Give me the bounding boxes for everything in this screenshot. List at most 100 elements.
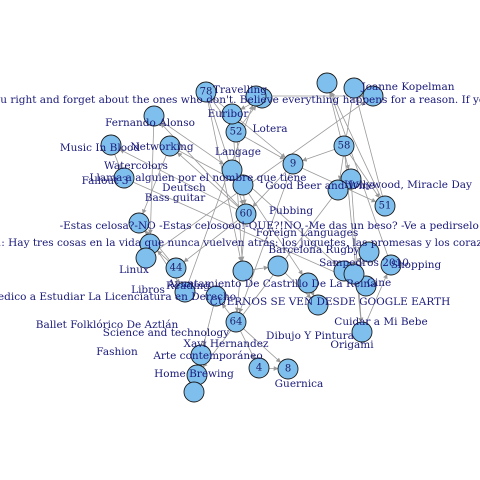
node-text-label: Guernica <box>275 378 324 390</box>
graph-edge <box>365 273 388 323</box>
graph-node: 52 <box>225 121 247 143</box>
node-text-label: Pubbing <box>269 205 313 217</box>
node-circle <box>190 344 212 366</box>
node-text-label: Fernando Alonso <box>105 117 195 129</box>
node-text-label: Fashion <box>96 346 138 358</box>
node-circle <box>221 103 243 125</box>
graph-node <box>135 247 157 269</box>
graph-node <box>221 159 243 181</box>
node-number-label: 51 <box>379 201 392 212</box>
node-circle <box>232 260 254 282</box>
node-circle <box>267 255 289 277</box>
graph-node: 78 <box>195 81 217 103</box>
node-text-label: Cine <box>367 277 391 289</box>
graph-node <box>190 344 212 366</box>
node-number-label: 58 <box>338 141 351 152</box>
node-circle <box>380 254 402 276</box>
node-number-label: 4 <box>256 363 262 374</box>
graph-edge <box>359 260 365 267</box>
node-text-label: Llama a alguien por el nombre que tiene <box>90 172 307 184</box>
node-text-label: CUERNOS SE VEN DESDE GOOGLE EARTH <box>210 296 451 308</box>
graph-edge <box>202 305 214 346</box>
graph-node: 44 <box>165 257 187 279</box>
node-circle <box>362 85 384 107</box>
graph-edge <box>161 121 225 165</box>
node-text-label: Shopping <box>391 259 442 271</box>
node-circle <box>358 241 380 263</box>
node-number-label: 64 <box>230 317 243 328</box>
graph-edge <box>238 173 290 314</box>
graph-node <box>245 85 267 107</box>
graph-node <box>113 167 135 189</box>
graph-edge <box>252 171 287 208</box>
node-circle <box>282 153 304 175</box>
node-circle <box>245 85 267 107</box>
node-text-label: Fallout 3 <box>82 175 129 187</box>
node-text-label: Science and technology <box>103 327 229 339</box>
graph-node <box>128 212 150 234</box>
node-circle <box>327 179 349 201</box>
node-text-label: Origami <box>330 339 374 351</box>
node-circle <box>374 195 396 217</box>
graph-node <box>297 272 319 294</box>
graph-node <box>232 174 254 196</box>
node-circle <box>100 134 122 156</box>
node-text-label: Home Brewing <box>154 368 234 380</box>
graph-edge <box>351 188 364 323</box>
edge-layer <box>114 91 389 387</box>
node-text-label: Sampedros 2010 <box>319 257 409 269</box>
node-text-label: Watercolors <box>104 160 168 172</box>
graph-node <box>143 105 165 127</box>
node-circle <box>297 272 319 294</box>
node-text-label: Arte contemporáneo <box>152 350 262 362</box>
graph-edge <box>114 154 121 170</box>
node-number-label: 78 <box>200 87 213 98</box>
graph-node <box>174 281 196 303</box>
graph-node: 58 <box>333 135 355 157</box>
graph-edge <box>183 219 239 263</box>
graph-node <box>316 72 338 94</box>
node-text-label: Cuidar a Mi Bebe <box>334 316 427 328</box>
node-circle <box>277 358 299 380</box>
node-text-label: you right and forget about the ones who … <box>0 94 480 106</box>
node-circle <box>333 135 355 157</box>
node-circle <box>205 285 227 307</box>
node-text-label: -Estas celosa?-NO -Estas celosooo!-QUE?!… <box>60 220 480 232</box>
node-text-label: Reading <box>166 280 210 292</box>
graph-edge <box>132 181 358 283</box>
graph-edge <box>240 330 255 360</box>
node-circle <box>248 357 270 379</box>
graph-node <box>351 321 373 343</box>
node-circle <box>343 263 365 285</box>
node-text-label: Ayuntamiento De Castrillo De La Reina <box>167 278 377 290</box>
node-circle <box>307 294 329 316</box>
graph-node: 8 <box>277 358 299 380</box>
node-text-label: Xavi Hernandez <box>183 338 268 350</box>
node-text-label: Linux <box>119 264 149 276</box>
graph-node: 51 <box>374 195 396 217</box>
node-text-label: Barcelona Rugby <box>268 244 359 256</box>
node-text-label: .: Hay tres cosas en la vida que nunca v… <box>0 237 480 249</box>
node-circle <box>343 77 365 99</box>
node-number-label: 44 <box>170 263 183 274</box>
node-text-label: Dibujo Y Pintura <box>266 330 354 342</box>
graph-node <box>100 134 122 156</box>
graph-node: 4 <box>248 357 270 379</box>
graph-node <box>358 241 380 263</box>
node-circle <box>221 159 243 181</box>
graph-edge <box>119 149 238 210</box>
node-number-label: 9 <box>290 159 296 170</box>
graph-node <box>307 294 329 316</box>
graph-edge <box>177 152 239 208</box>
node-text-label: Deutsch <box>162 182 206 194</box>
node-circle <box>195 81 217 103</box>
node-text-label: e Dedico a Estudiar La Licenciatura en D… <box>0 291 236 303</box>
graph-node: 64 <box>225 311 247 333</box>
graph-edge <box>202 197 333 368</box>
node-circle <box>225 311 247 333</box>
graph-node <box>343 77 365 99</box>
graph-node <box>221 103 243 125</box>
node-text-label: Foreign Languages <box>256 227 359 239</box>
graph-edge <box>355 97 383 197</box>
